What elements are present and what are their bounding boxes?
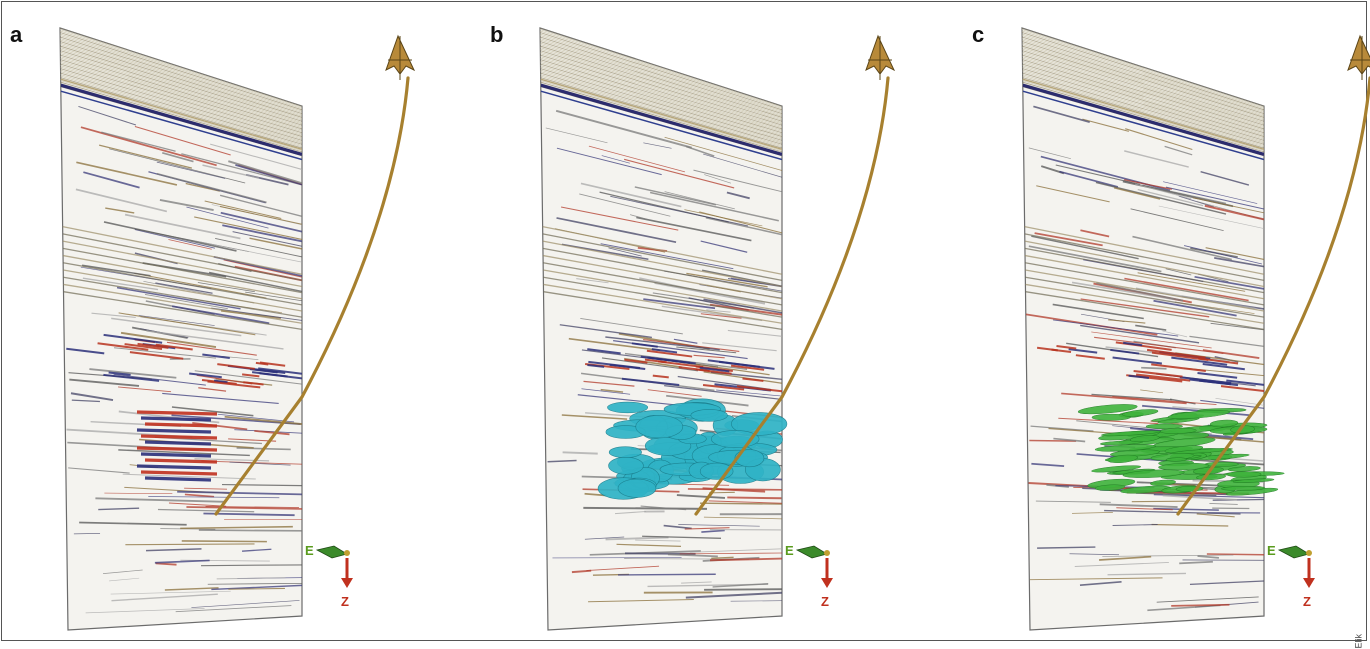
panel-label-c: c bbox=[972, 22, 984, 48]
z-axis-label: Z bbox=[821, 594, 829, 609]
panel-label-b: b bbox=[490, 22, 503, 48]
well-head-icon bbox=[1348, 36, 1370, 80]
image-credit: Elik bbox=[1354, 634, 1364, 649]
orientation-triad: EZ bbox=[785, 543, 833, 609]
seismic-scene-c: EZ bbox=[964, 2, 1370, 642]
well-head-icon bbox=[866, 36, 894, 80]
z-axis-label: Z bbox=[1303, 594, 1311, 609]
panel-label-a: a bbox=[10, 22, 22, 48]
east-axis-label: E bbox=[305, 543, 314, 558]
seismic-scene-a: EZ bbox=[2, 2, 457, 642]
z-axis-label: Z bbox=[341, 594, 349, 609]
east-axis-label: E bbox=[785, 543, 794, 558]
east-axis-label: E bbox=[1267, 543, 1276, 558]
orientation-triad: EZ bbox=[1267, 543, 1315, 609]
well-head-icon bbox=[386, 36, 414, 80]
seismic-scene-b: EZ bbox=[482, 2, 937, 642]
orientation-triad: EZ bbox=[305, 543, 353, 609]
